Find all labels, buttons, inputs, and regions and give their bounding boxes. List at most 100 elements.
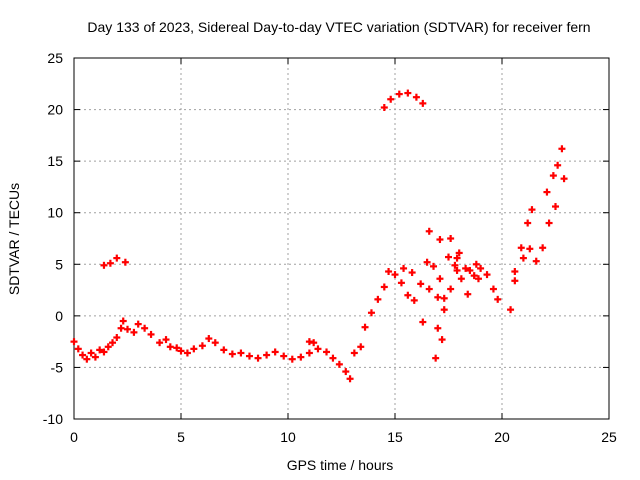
data-point [374, 295, 382, 303]
x-tick-label: 0 [70, 429, 78, 445]
data-point [455, 249, 463, 257]
data-point [228, 350, 236, 358]
data-point [166, 343, 174, 351]
data-point [507, 306, 515, 314]
y-tick-label: 5 [55, 256, 63, 272]
data-point [558, 145, 566, 153]
data-point [190, 345, 198, 353]
x-tick-label: 15 [387, 429, 403, 445]
data-point [560, 175, 568, 183]
data-point [156, 339, 164, 347]
data-point [346, 375, 354, 383]
data-point [87, 349, 95, 357]
chart-title: Day 133 of 2023, Sidereal Day-to-day VTE… [87, 19, 590, 35]
data-point [314, 345, 322, 353]
data-point [113, 334, 121, 342]
data-point [404, 291, 412, 299]
x-tick-label: 5 [177, 429, 185, 445]
data-point [477, 264, 485, 272]
data-point [447, 235, 455, 242]
data-point [549, 172, 557, 180]
data-point [385, 268, 393, 276]
data-point [464, 290, 472, 298]
x-tick-label: 25 [601, 429, 617, 445]
data-point [543, 188, 551, 196]
y-axis-label: SDTVAR / TECUs [6, 183, 22, 295]
data-point [425, 227, 433, 235]
y-tick-label: -5 [51, 359, 64, 375]
data-point [106, 259, 114, 267]
data-point [361, 323, 369, 331]
data-point [410, 296, 418, 304]
data-point [271, 348, 279, 356]
data-point [124, 325, 131, 333]
data-point [280, 352, 288, 360]
data-point [350, 349, 358, 357]
data-point [254, 354, 262, 362]
data-point [408, 269, 416, 277]
data-point [397, 279, 405, 287]
data-point [380, 104, 388, 112]
data-point [417, 280, 425, 288]
data-point [162, 336, 170, 344]
data-point [177, 347, 185, 355]
data-point [440, 294, 448, 302]
axis-ticks: 0 5 10 15 20 25 -10 -5 0 5 10 15 20 25 [43, 50, 617, 445]
data-point [528, 206, 536, 214]
data-point [237, 349, 245, 357]
data-point [305, 349, 313, 357]
data-point [483, 271, 491, 279]
data-point [205, 335, 213, 343]
data-point [474, 275, 482, 283]
data-point [440, 306, 448, 314]
data-point [141, 324, 149, 332]
x-tick-label: 10 [280, 429, 296, 445]
data-point [96, 346, 104, 354]
x-tick-label: 20 [494, 429, 510, 445]
data-point [524, 219, 532, 227]
y-tick-label: 15 [47, 153, 63, 169]
data-point [532, 257, 540, 265]
data-point [511, 268, 519, 276]
data-point [404, 89, 412, 97]
data-point [134, 320, 142, 328]
data-point [198, 342, 206, 350]
data-point [130, 328, 138, 336]
data-point [245, 352, 253, 360]
data-point [329, 354, 337, 362]
data-point [183, 349, 191, 357]
data-point [445, 253, 452, 261]
data-point [419, 99, 427, 107]
data-point [100, 261, 108, 269]
data-point [539, 244, 547, 252]
data-point [109, 339, 117, 347]
data-point [79, 351, 87, 359]
data-point [147, 330, 155, 338]
plot-frame [73, 57, 610, 420]
data-point [263, 351, 271, 359]
data-point [451, 261, 459, 269]
data-point [395, 90, 403, 98]
y-tick-label: 0 [55, 308, 63, 324]
data-point [453, 266, 461, 274]
x-axis-label: GPS time / hours [287, 457, 394, 473]
y-tick-label: -10 [43, 411, 63, 427]
data-point [113, 254, 121, 262]
data-point [104, 343, 112, 351]
y-tick-label: 25 [47, 50, 63, 66]
data-point [489, 285, 497, 293]
data-point [434, 293, 442, 301]
data-point [357, 343, 365, 351]
data-point [380, 283, 388, 291]
data-point [438, 336, 446, 344]
data-point [519, 254, 527, 262]
data-point [526, 245, 534, 253]
data-point [220, 346, 228, 354]
data-point [323, 348, 331, 356]
data-point [335, 360, 343, 368]
data-point [552, 203, 559, 211]
data-point [453, 254, 461, 262]
data-point [423, 258, 431, 266]
data-point [121, 258, 129, 266]
